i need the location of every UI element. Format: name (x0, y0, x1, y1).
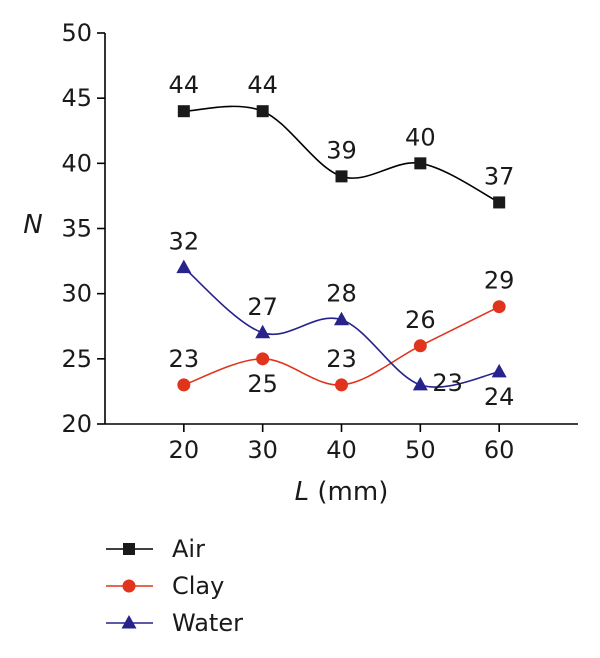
y-tick-label: 30 (61, 280, 92, 308)
x-tick-label: 60 (484, 436, 515, 464)
x-axis-title: L (mm) (295, 477, 389, 507)
data-label-air: 44 (247, 71, 278, 99)
series-air (177, 105, 506, 209)
legend-item-air: Air (106, 535, 205, 563)
data-label-clay: 23 (326, 345, 357, 373)
data-point-clay (177, 378, 191, 392)
data-point-air (256, 105, 269, 118)
x-axis-variable: L (295, 477, 310, 507)
data-label-water: 27 (247, 293, 278, 321)
data-point-clay (492, 300, 506, 314)
x-tick-label: 40 (326, 436, 357, 464)
legend-marker-air (123, 543, 135, 555)
data-label-air: 39 (326, 136, 357, 164)
y-tick-label: 20 (61, 410, 92, 438)
legend-label-clay: Clay (172, 572, 224, 600)
data-point-air (414, 157, 427, 170)
legend-marker-clay (122, 579, 136, 593)
series-clay (177, 300, 506, 392)
data-point-water (491, 363, 507, 378)
series-layer (176, 105, 507, 392)
data-label-water: 32 (169, 228, 200, 256)
data-label-clay: 25 (247, 370, 278, 398)
data-label-water: 28 (326, 280, 357, 308)
data-label-clay: 29 (484, 267, 515, 295)
y-axis-title: N (23, 210, 42, 240)
legend-marker-water (121, 615, 137, 629)
data-point-clay (335, 378, 348, 392)
axes: 20 25 30 35 40 45 50 20 30 40 50 60 L (mm) N (23, 19, 578, 507)
series-water (176, 259, 507, 391)
y-tick-label: 40 (61, 149, 92, 177)
data-label-water: 23 (432, 369, 463, 397)
y-tick-label: 45 (61, 84, 92, 112)
data-point-water (412, 376, 428, 391)
data-point-clay (256, 352, 270, 366)
y-tick-label: 50 (61, 19, 92, 47)
legend-label-water: Water (172, 609, 243, 637)
data-label-clay: 23 (169, 345, 200, 373)
data-label-air: 40 (405, 123, 436, 151)
data-point-water (176, 259, 192, 274)
x-tick-label: 50 (405, 436, 436, 464)
x-tick-label: 30 (247, 436, 278, 464)
x-axis-unit: (mm) (309, 477, 388, 507)
legend-label-air: Air (172, 535, 205, 563)
data-point-air (335, 170, 348, 183)
data-point-water (255, 324, 271, 339)
data-labels: 44 44 39 40 37 23 25 23 26 29 32 27 28 23 24 (169, 71, 515, 411)
data-label-air: 37 (484, 162, 515, 190)
legend-item-water: Water (106, 609, 243, 637)
data-label-water: 24 (484, 383, 515, 411)
legend-item-clay: Clay (106, 572, 224, 600)
legend: Air Clay Water (106, 535, 243, 637)
y-tick-label: 25 (61, 345, 92, 373)
data-label-clay: 26 (405, 306, 436, 334)
y-tick-label: 35 (61, 215, 92, 243)
x-tick-label: 20 (169, 436, 200, 464)
data-point-air (177, 105, 190, 118)
data-point-water (334, 311, 349, 326)
data-point-air (493, 196, 506, 209)
data-label-air: 44 (169, 71, 200, 99)
data-point-clay (413, 339, 427, 353)
